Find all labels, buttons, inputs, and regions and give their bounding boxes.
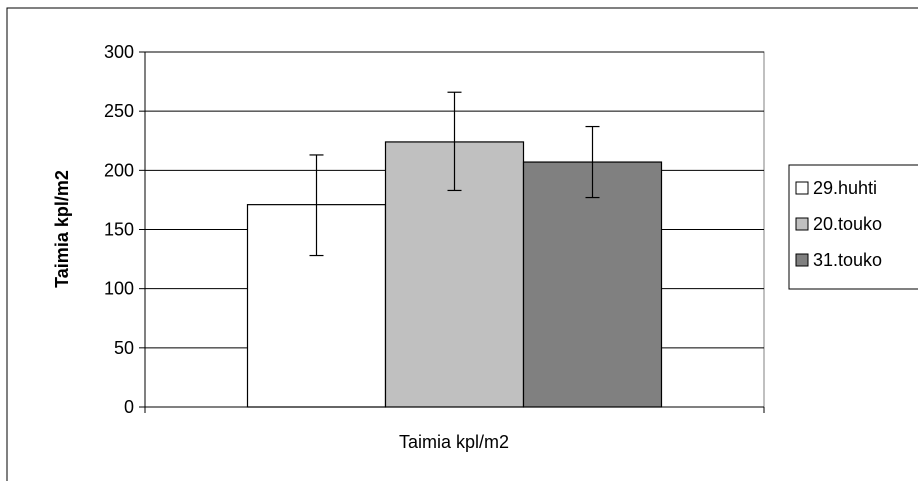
legend-swatch-2 [795,217,809,231]
y-tick-label: 200 [104,160,134,180]
y-tick-label: 0 [124,397,134,417]
x-axis [144,406,765,413]
legend-label-1: 29.huhti [813,178,877,198]
legend-label-3: 31.touko [813,250,882,270]
y-tick-label: 100 [104,279,134,299]
y-tick-label: 250 [104,101,134,121]
y-axis-title: Taimia kpl/m2 [52,170,72,288]
legend: 29.huhti 20.touko 31.touko [788,164,918,290]
outer-border [6,7,918,486]
y-tick-label: 50 [114,338,134,358]
y-tick-label: 300 [104,42,134,62]
bar-3 [522,161,663,408]
x-axis-title: Taimia kpl/m2 [399,432,509,452]
y-axis: 0 50 100 150 200 250 300 [104,42,146,417]
legend-swatch-1 [795,181,809,195]
legend-box [788,164,918,290]
legend-label-2: 20.touko [813,214,882,234]
legend-swatch-3 [795,253,809,267]
error-bars [309,91,600,257]
y-tick-label: 150 [104,220,134,240]
